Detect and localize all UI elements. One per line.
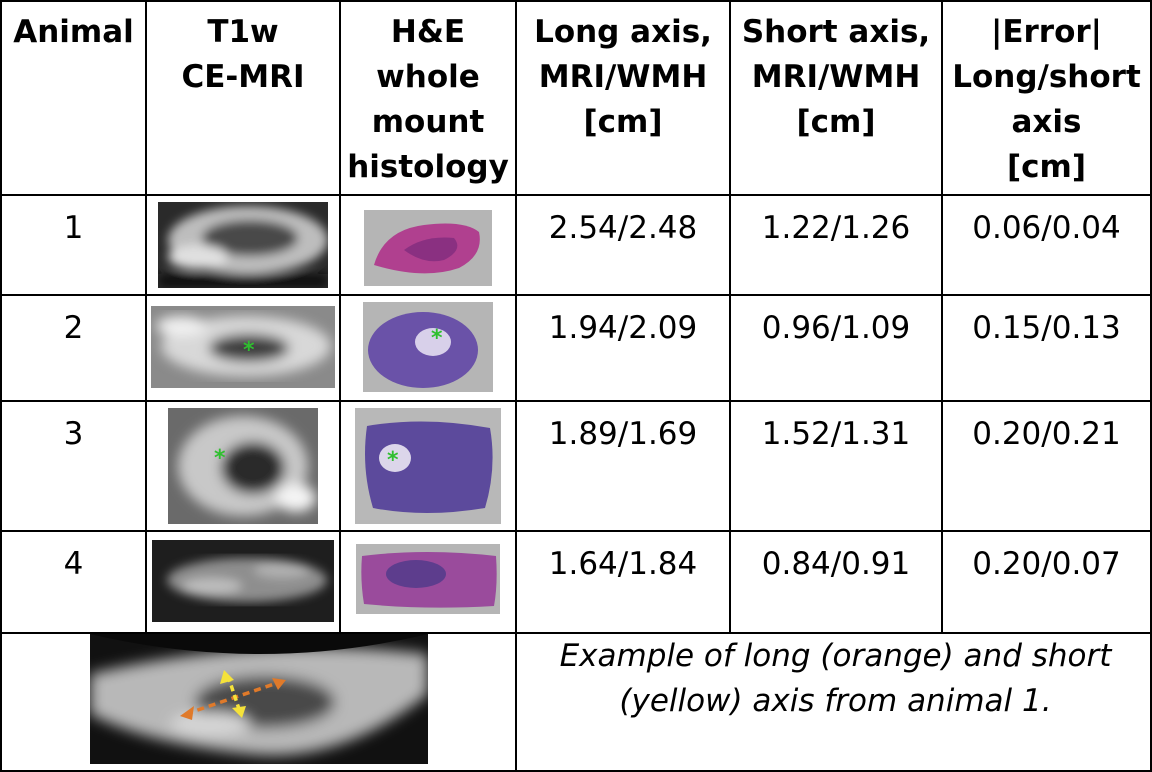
error-value: 0.06/0.04 xyxy=(941,194,1152,296)
short-axis-line xyxy=(225,675,242,713)
table-row: 4 xyxy=(0,530,1152,634)
header-mri: T1w CE-MRI xyxy=(145,0,341,196)
marker-star: * xyxy=(214,446,226,471)
animal-id: 3 xyxy=(0,400,147,532)
table-row: 3 * xyxy=(0,400,1152,532)
animal-id: 2 xyxy=(0,294,147,402)
example-row: Example of long (orange) and short (yell… xyxy=(0,632,1152,772)
animal-id: 1 xyxy=(0,194,147,296)
marker-star: * xyxy=(387,448,399,473)
long-axis-value: 1.64/1.84 xyxy=(515,530,731,634)
mri-image-animal-1 xyxy=(158,202,328,288)
mri-cell: * xyxy=(145,400,341,532)
table-row: 2 * xyxy=(0,294,1152,402)
long-axis-value: 1.94/2.09 xyxy=(515,294,731,402)
histology-image-animal-3: * xyxy=(355,408,501,524)
header-error: |Error| Long/short axis [cm] xyxy=(941,0,1152,196)
header-histology: H&E whole mount histology xyxy=(339,0,517,196)
animal-id: 4 xyxy=(0,530,147,634)
histology-cell: * xyxy=(339,294,517,402)
example-mri-image xyxy=(89,634,428,764)
error-value: 0.20/0.21 xyxy=(941,400,1152,532)
long-axis-line xyxy=(184,680,281,716)
histology-image-animal-2: * xyxy=(363,302,493,392)
error-value: 0.20/0.07 xyxy=(941,530,1152,634)
header-row: Animal T1w CE-MRI H&E whole mount histol… xyxy=(0,0,1152,196)
header-long-axis: Long axis, MRI/WMH [cm] xyxy=(515,0,731,196)
table-row: 1 xyxy=(0,194,1152,296)
short-axis-value: 1.52/1.31 xyxy=(729,400,943,532)
long-axis-value: 2.54/2.48 xyxy=(515,194,731,296)
short-axis-value: 1.22/1.26 xyxy=(729,194,943,296)
header-short-axis: Short axis, MRI/WMH [cm] xyxy=(729,0,943,196)
example-image-cell xyxy=(0,632,517,772)
mri-image-animal-3: * xyxy=(168,408,318,524)
short-axis-value: 0.84/0.91 xyxy=(729,530,943,634)
header-animal: Animal xyxy=(0,0,147,196)
short-axis-value: 0.96/1.09 xyxy=(729,294,943,402)
histology-cell: * xyxy=(339,400,517,532)
mri-cell xyxy=(145,530,341,634)
example-caption: Example of long (orange) and short (yell… xyxy=(515,632,1152,772)
mri-cell: * xyxy=(145,294,341,402)
mri-cell xyxy=(145,194,341,296)
marker-star: * xyxy=(243,338,255,363)
histology-image-animal-4 xyxy=(356,544,500,614)
mri-image-animal-2: * xyxy=(151,306,335,388)
long-axis-value: 1.89/1.69 xyxy=(515,400,731,532)
histology-cell xyxy=(339,530,517,634)
histology-cell xyxy=(339,194,517,296)
error-value: 0.15/0.13 xyxy=(941,294,1152,402)
mri-image-animal-4 xyxy=(152,540,334,622)
histology-image-animal-1 xyxy=(364,210,492,286)
marker-star: * xyxy=(431,326,443,351)
